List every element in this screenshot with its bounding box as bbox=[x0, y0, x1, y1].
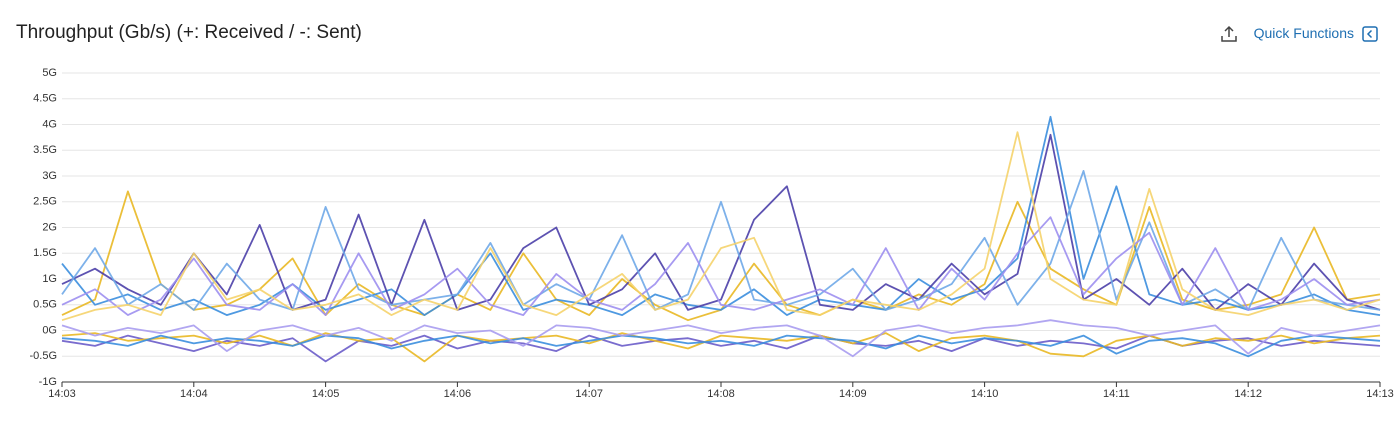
y-tick-label: 5G bbox=[42, 67, 57, 79]
x-tick-label: 14:04 bbox=[180, 388, 208, 400]
series-line bbox=[61, 334, 1381, 363]
series-line bbox=[61, 170, 1381, 311]
x-tick-label: 14:12 bbox=[1234, 388, 1262, 400]
x-tick-label: 14:11 bbox=[1103, 388, 1130, 400]
series-line bbox=[61, 334, 1381, 358]
y-tick-label: 4.5G bbox=[33, 93, 57, 105]
x-tick-label: 14:10 bbox=[971, 388, 999, 400]
series-group bbox=[61, 115, 1381, 363]
x-tick-label: 14:08 bbox=[707, 388, 735, 400]
chart-title: Throughput (Gb/s) (+: Received / -: Sent… bbox=[16, 22, 362, 43]
quick-functions-icon[interactable] bbox=[1362, 26, 1378, 42]
x-tick-label: 14:07 bbox=[575, 388, 603, 400]
y-tick-label: 1.5G bbox=[33, 247, 57, 259]
y-tick-label: 1G bbox=[42, 273, 57, 285]
series-line bbox=[61, 319, 1381, 358]
export-icon[interactable] bbox=[1220, 25, 1238, 43]
y-tick-label: -0.5G bbox=[29, 350, 57, 362]
series-line bbox=[61, 190, 1381, 322]
series-line bbox=[61, 115, 1381, 316]
y-tick-label: 0G bbox=[42, 324, 57, 336]
y-tick-label: 2G bbox=[42, 221, 57, 233]
y-tick-label: 2.5G bbox=[33, 196, 57, 208]
x-tick-label: 14:09 bbox=[839, 388, 867, 400]
x-tick-label: 14:06 bbox=[444, 388, 472, 400]
y-tick-label: 4G bbox=[42, 118, 57, 130]
y-tick-label: 3G bbox=[42, 170, 57, 182]
y-tick-label: 0.5G bbox=[33, 299, 57, 311]
series-line bbox=[61, 332, 1381, 363]
series-line bbox=[61, 216, 1381, 316]
y-tick-label: -1G bbox=[39, 376, 57, 388]
series-line bbox=[61, 133, 1381, 311]
x-tick-label: 14:13 bbox=[1366, 388, 1394, 400]
quick-functions-link[interactable]: Quick Functions bbox=[1253, 25, 1354, 41]
x-tick-label: 14:03 bbox=[48, 388, 76, 400]
series-line bbox=[61, 131, 1381, 322]
y-tick-label: 3.5G bbox=[33, 144, 57, 156]
x-tick-label: 14:05 bbox=[312, 388, 340, 400]
